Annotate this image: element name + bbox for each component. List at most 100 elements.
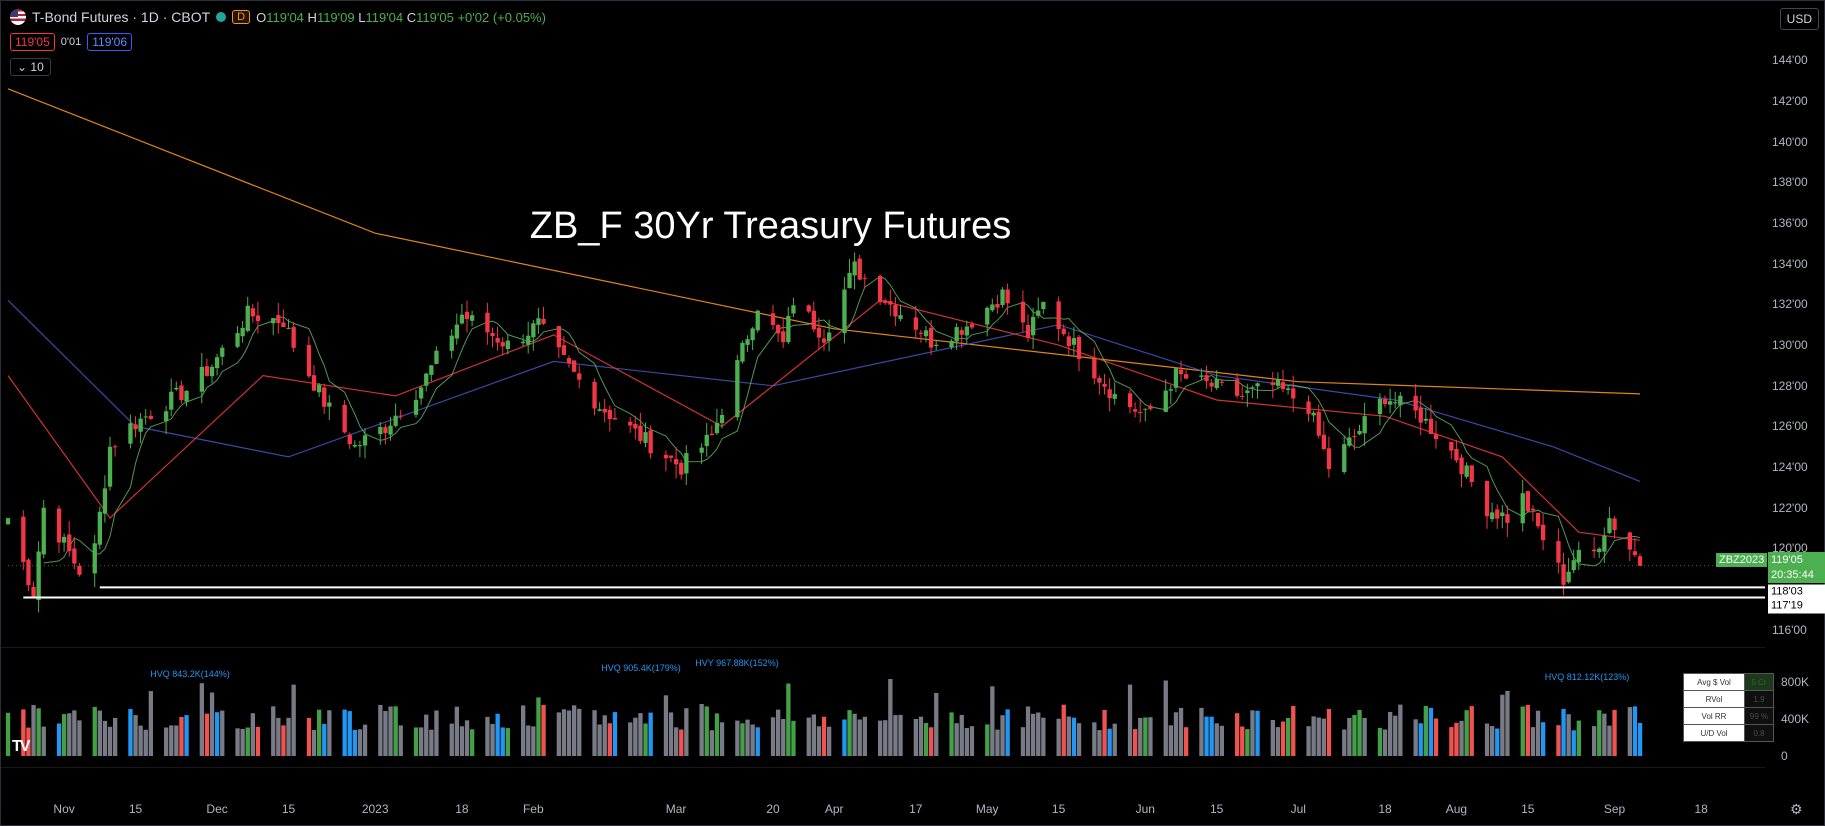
volume-bar — [923, 723, 929, 756]
candle-body — [1612, 518, 1617, 530]
candle-body — [1469, 465, 1474, 483]
volume-bar — [541, 704, 546, 756]
volume-bar — [1490, 726, 1495, 756]
volume-bar — [398, 725, 403, 756]
indicators-count: 10 — [30, 60, 44, 74]
candle-body — [347, 434, 352, 445]
candle-body — [342, 405, 347, 433]
candle-body — [755, 310, 760, 331]
candle-body — [1092, 359, 1097, 379]
candle-body — [1041, 301, 1046, 310]
volume-bar — [1326, 709, 1332, 756]
candle-body — [1541, 524, 1546, 541]
candle-body — [1525, 491, 1530, 512]
volume-bar — [1382, 729, 1388, 756]
buy-button[interactable]: 119'06 — [87, 33, 133, 51]
volume-bar — [949, 712, 954, 756]
volume-bar — [1036, 712, 1041, 756]
time-axis-label: 15 — [1210, 802, 1224, 816]
volume-bar — [220, 710, 225, 756]
candle-body — [1184, 374, 1189, 379]
volume-bar — [1627, 707, 1632, 756]
volume-bar — [1530, 727, 1536, 756]
volume-bar — [92, 706, 97, 756]
volume-bar — [429, 729, 434, 756]
change-value: +0'02 (+0.05%) — [457, 9, 546, 25]
sell-button[interactable]: 119'05 — [10, 33, 55, 51]
symbol-title[interactable]: T-Bond Futures · 1D · CBOT — [32, 9, 211, 25]
volume-bar — [1342, 729, 1347, 756]
candle-body — [1627, 532, 1632, 550]
candle-body — [1530, 508, 1536, 511]
candle-body — [1388, 401, 1393, 405]
volume-bar — [128, 709, 133, 756]
volume-bar — [1168, 725, 1173, 756]
volume-bar — [1031, 713, 1036, 756]
candle-body — [929, 327, 934, 348]
volume-bar — [888, 679, 893, 756]
candle-body — [97, 511, 102, 545]
candle-body — [821, 338, 827, 343]
volume-bar — [1449, 727, 1454, 756]
indicators-collapse-button[interactable]: ⌄ 10 — [10, 58, 51, 76]
candle-body — [240, 327, 245, 337]
candle-body — [271, 318, 276, 324]
time-axis-label: 17 — [909, 802, 923, 816]
price-axis-label: 144'00 — [1772, 53, 1808, 68]
candle-body — [393, 415, 398, 426]
volume-bar — [31, 705, 36, 756]
volume-bar — [1561, 708, 1566, 756]
candle-body — [1270, 382, 1275, 385]
tradingview-logo[interactable]: TV — [12, 738, 31, 755]
fast-ma-line — [43, 275, 1641, 567]
candle-body — [541, 318, 546, 324]
level-upper-tag: 118'03 — [1768, 584, 1825, 600]
candle-body — [1398, 395, 1403, 406]
candle-body — [842, 289, 847, 334]
volume-bar — [990, 686, 995, 756]
settings-gear-icon[interactable]: ⚙ — [1790, 801, 1803, 817]
candle-body — [1362, 416, 1367, 434]
candle-body — [378, 427, 383, 435]
volume-bar — [1637, 723, 1643, 756]
volume-bar — [1219, 725, 1224, 756]
time-axis-label: Mar — [665, 802, 687, 816]
close-label: C — [406, 9, 417, 25]
price-pane[interactable] — [0, 0, 1765, 648]
candle-body — [1520, 493, 1525, 524]
candle-body — [1428, 418, 1434, 434]
candle-body — [827, 332, 832, 341]
candle-body — [638, 425, 643, 441]
currency-button[interactable]: USD — [1779, 8, 1819, 30]
candle-body — [1076, 336, 1082, 359]
volume-bar — [776, 709, 781, 756]
volume-pane[interactable] — [0, 648, 1765, 768]
time-axis-label: May — [975, 802, 999, 816]
volume-bar — [1592, 726, 1597, 756]
candle-body — [92, 543, 97, 574]
volume-bar — [709, 730, 714, 756]
price-axis-label: 128'00 — [1772, 378, 1808, 393]
candle-body — [1326, 448, 1332, 470]
volume-bar — [434, 710, 439, 756]
candle-body — [1102, 383, 1107, 387]
volume-bar — [41, 726, 46, 756]
volume-bar — [209, 692, 215, 756]
candle-body — [1199, 375, 1204, 377]
volume-bar — [72, 710, 77, 756]
candle-body — [643, 432, 648, 443]
volume-bar — [347, 711, 352, 756]
volume-bar — [1127, 684, 1133, 756]
candle-body — [964, 326, 969, 336]
volume-bar — [811, 714, 816, 756]
candle-body — [735, 360, 740, 418]
volume-bar — [102, 720, 108, 756]
price-axis-label: 136'00 — [1772, 216, 1808, 231]
candle-body — [1454, 449, 1459, 461]
candle-body — [470, 315, 475, 321]
volume-bar — [995, 729, 1000, 756]
stat-value: 1.9 — [1744, 690, 1774, 708]
candle-body — [1020, 301, 1026, 323]
volume-bar — [148, 691, 153, 756]
candle-body — [398, 415, 403, 417]
